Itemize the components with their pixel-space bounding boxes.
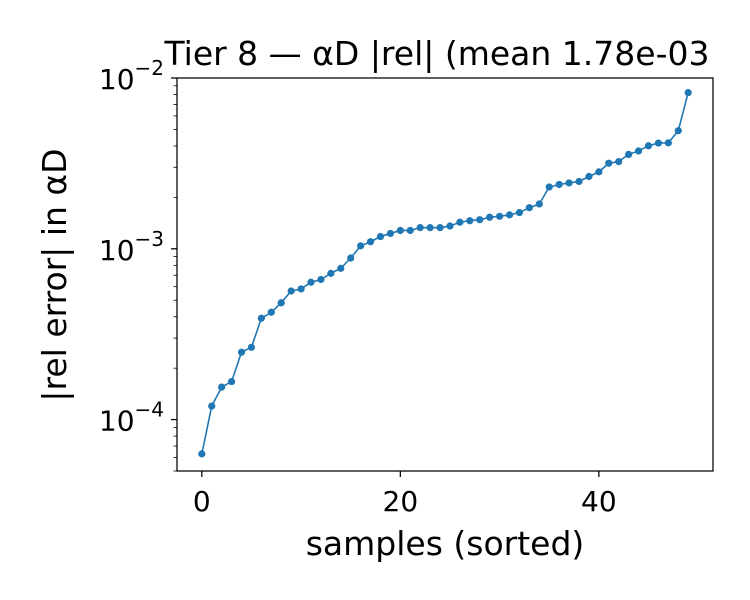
data-point <box>495 212 504 220</box>
data-point <box>237 348 246 356</box>
y-axis-label: |rel error| in αD <box>35 148 74 401</box>
data-point <box>386 229 395 238</box>
data-point <box>476 216 484 224</box>
data-point <box>337 264 345 272</box>
data-point <box>615 158 623 166</box>
series-line <box>201 92 689 455</box>
data-point <box>376 232 385 241</box>
data-point <box>208 402 216 410</box>
data-point <box>565 179 573 187</box>
data-point <box>218 383 226 391</box>
data-point <box>446 222 454 230</box>
data-point <box>515 208 524 217</box>
plot-area <box>176 77 714 472</box>
data-point <box>436 224 444 232</box>
x-axis: 0 20 40 <box>193 471 617 518</box>
data-point <box>357 242 365 250</box>
data-point <box>277 299 285 307</box>
data-point <box>406 226 414 235</box>
y-tick-label: 10−3 <box>99 227 164 267</box>
data-point <box>545 183 553 191</box>
data-point <box>366 238 375 246</box>
data-point <box>664 139 672 147</box>
data-point <box>297 285 305 293</box>
data-point <box>595 168 603 176</box>
data-point <box>654 139 663 147</box>
data-point <box>605 159 613 167</box>
data-point <box>347 254 355 262</box>
data-point <box>674 127 682 135</box>
data-point <box>575 177 583 186</box>
data-point <box>396 226 404 235</box>
data-point <box>227 377 236 386</box>
data-point <box>267 308 275 316</box>
data-series <box>198 88 692 458</box>
data-point <box>486 213 494 221</box>
data-point <box>535 200 543 208</box>
data-point <box>287 287 295 295</box>
data-point <box>317 275 325 284</box>
data-point <box>555 180 563 189</box>
data-point <box>198 450 206 458</box>
y-axis: 10−4 10−3 10−2 <box>99 56 177 438</box>
y-tick-label: 10−4 <box>99 398 164 438</box>
x-axis-label: samples (sorted) <box>306 524 585 563</box>
chart-title: Tier 8 — αD |rel| (mean 1.78e-03 <box>164 34 710 73</box>
data-point <box>585 172 593 181</box>
x-tick-label: 40 <box>581 485 617 518</box>
data-point <box>525 204 533 212</box>
data-point <box>684 88 692 97</box>
data-point <box>307 278 315 286</box>
data-point <box>416 224 424 232</box>
data-point <box>456 218 464 226</box>
x-tick-label: 20 <box>383 485 419 518</box>
data-point <box>257 314 265 322</box>
data-point <box>644 142 653 150</box>
data-point <box>505 211 514 219</box>
data-point <box>327 269 335 277</box>
data-point <box>634 147 643 155</box>
data-point <box>625 150 633 158</box>
x-tick-label: 0 <box>193 485 211 518</box>
data-point <box>426 224 434 232</box>
data-point <box>247 343 256 351</box>
data-point <box>466 217 474 225</box>
y-minor-ticks <box>173 85 177 472</box>
y-tick-label: 10−2 <box>99 56 164 96</box>
